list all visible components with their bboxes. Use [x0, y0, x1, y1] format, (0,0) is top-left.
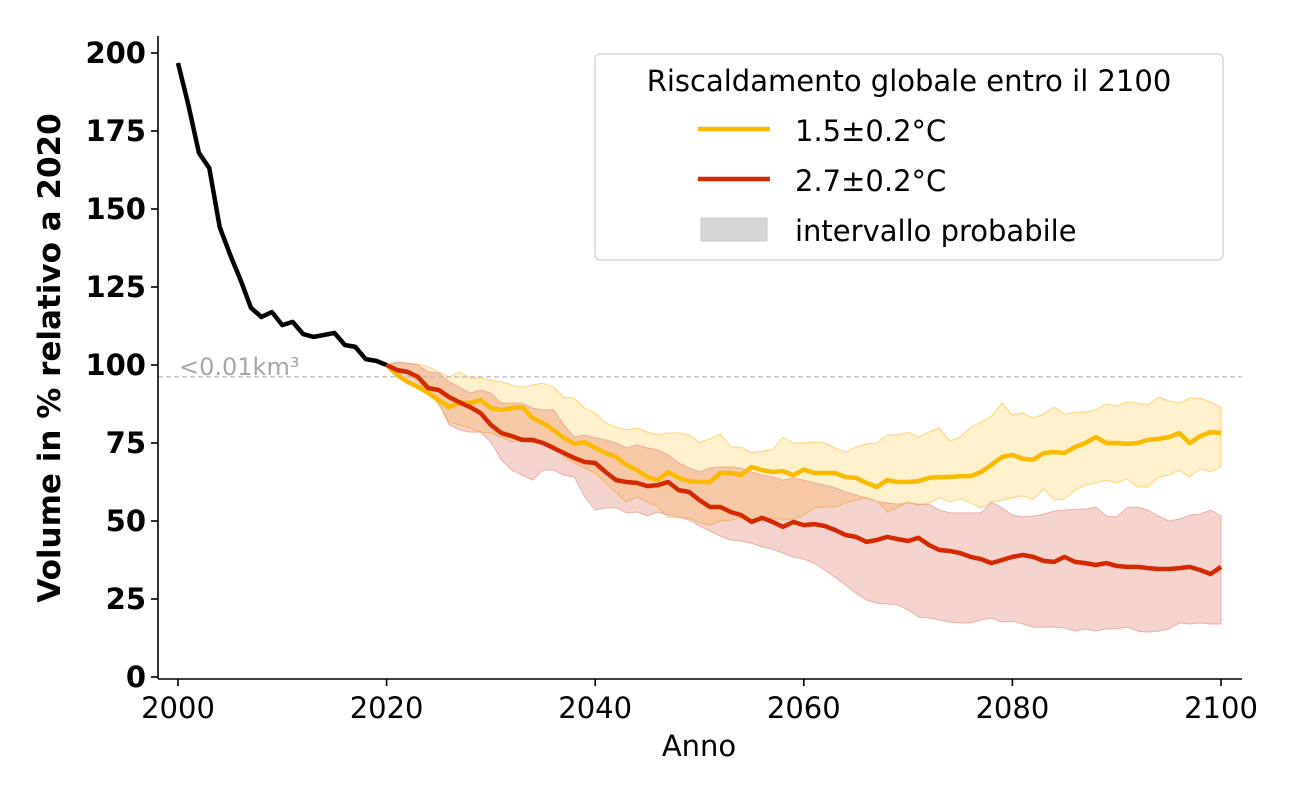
legend-label-likely-range: intervallo probabile — [795, 214, 1077, 248]
x-tick-label: 2000 — [141, 691, 215, 725]
x-axis-ticks: 2000 2020 2040 2060 2080 2100 — [141, 679, 1258, 725]
y-axis-ticks: 0 25 50 75 100 125 150 175 200 — [85, 36, 158, 694]
series-lines — [175, 62, 1223, 577]
series-line-2-7 — [385, 362, 1223, 577]
y-tick-label: 50 — [106, 504, 146, 538]
x-tick-label: 2100 — [1184, 691, 1258, 725]
likely-range-band-1-5 — [386, 362, 1222, 526]
y-tick-label: 0 — [126, 660, 146, 694]
y-tick-label: 175 — [85, 114, 146, 148]
x-tick-label: 2020 — [350, 691, 424, 725]
legend-frame — [594, 53, 1224, 261]
legend-label-1-5: 1.5±0.2°C — [795, 114, 946, 148]
likely-range-bands — [385, 361, 1222, 633]
y-tick-label: 200 — [85, 36, 146, 70]
x-tick-label: 2060 — [767, 691, 841, 725]
legend-label-2-7: 2.7±0.2°C — [795, 164, 946, 198]
y-axis-title: Volume in % relativo a 2020 — [32, 113, 68, 602]
x-tick-label: 2080 — [975, 691, 1049, 725]
legend: Riscaldamento globale entro il 2100 1.5±… — [594, 53, 1224, 261]
series-line-1-5 — [385, 363, 1222, 490]
y-tick-label: 25 — [106, 582, 146, 616]
y-tick-label: 75 — [106, 426, 146, 460]
y-tick-label: 125 — [85, 270, 146, 304]
likely-range-band-2-7 — [385, 361, 1222, 633]
legend-title: Riscaldamento globale entro il 2100 — [647, 64, 1172, 98]
y-tick-label: 100 — [85, 348, 146, 382]
y-tick-label: 150 — [85, 192, 146, 226]
historical-line — [175, 62, 388, 368]
x-axis-title: Anno — [662, 729, 736, 763]
x-tick-label: 2040 — [558, 691, 632, 725]
legend-swatch-likely-range — [700, 217, 768, 242]
reference-line-label: <0.01km³ — [179, 353, 299, 381]
